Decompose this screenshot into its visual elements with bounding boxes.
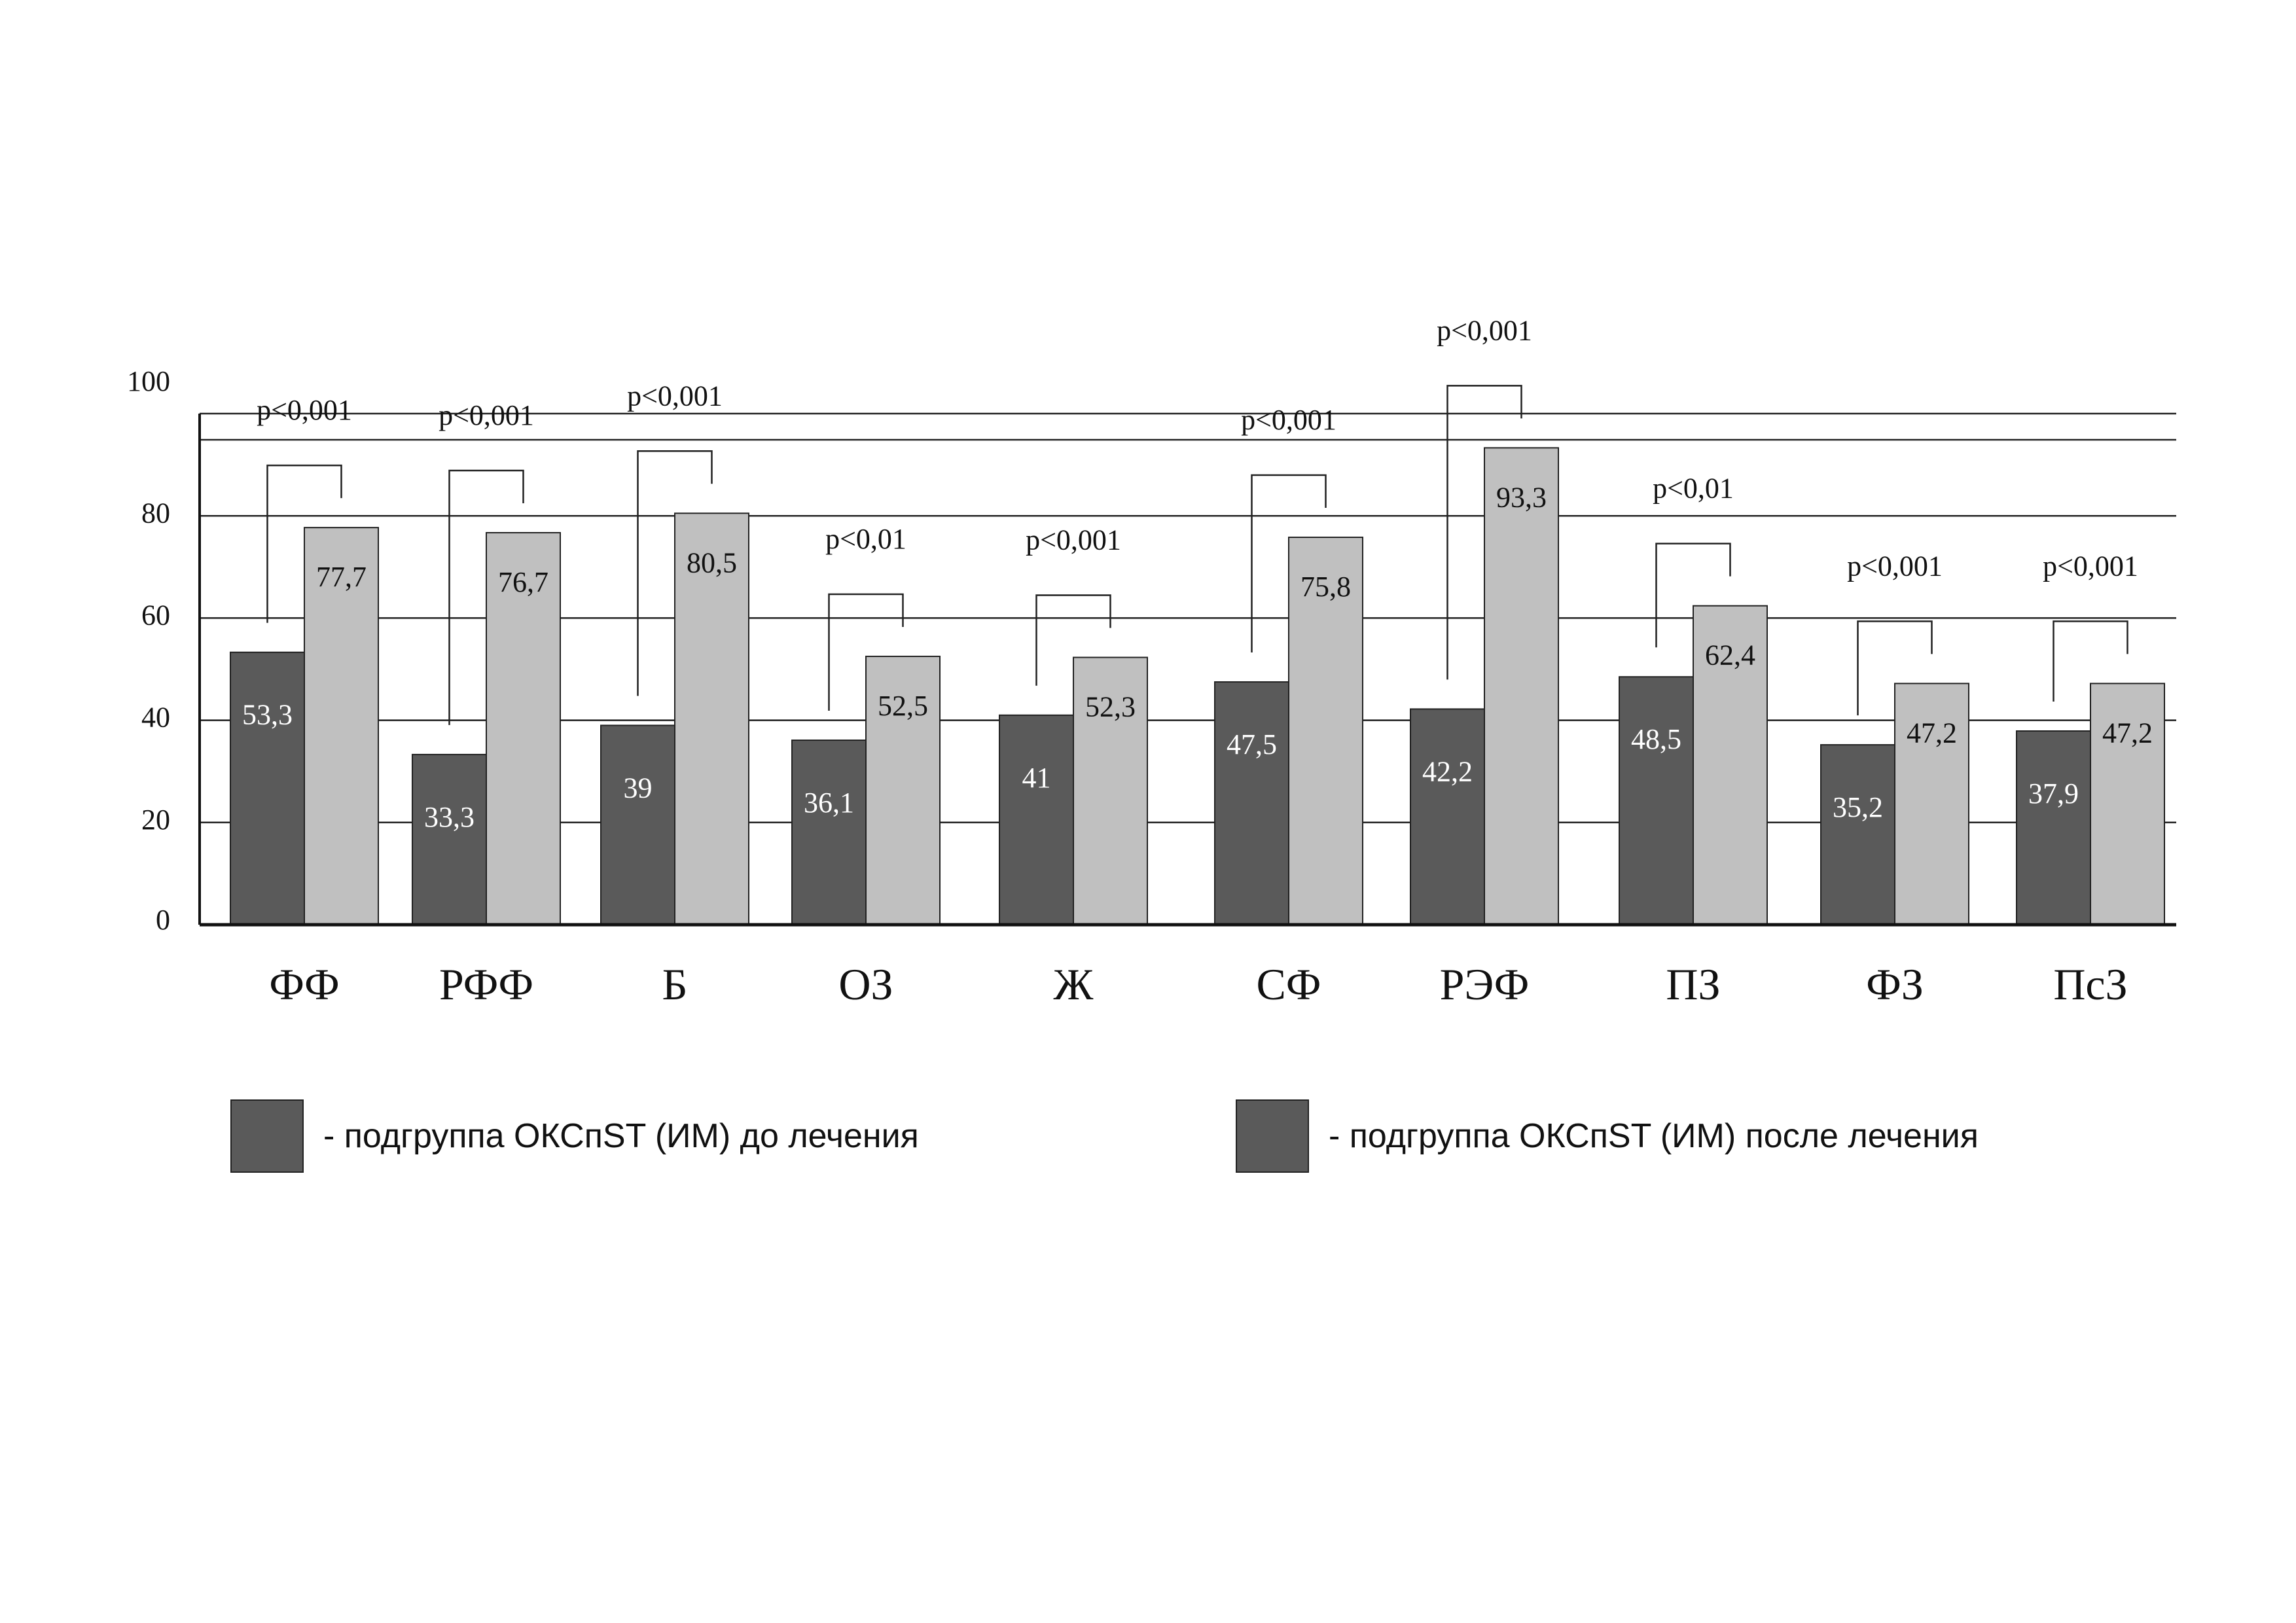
y-tick-label-100: 100 — [127, 365, 170, 397]
bar-before-1 — [412, 753, 487, 925]
category-label-5: СФ — [1256, 959, 1321, 1009]
legend-label-before: - подгруппа ОКСпST (ИМ) до лечения — [323, 1117, 919, 1155]
bar-before-2 — [600, 724, 675, 926]
category-label-0: ФФ — [269, 959, 339, 1009]
y-tick-label-80: 80 — [141, 497, 170, 529]
legend-swatch-before — [230, 1099, 304, 1173]
significance-bracket-9 — [2053, 620, 2128, 702]
p-value-label-9: p<0,001 — [2043, 550, 2138, 582]
legend-label-after: - подгруппа ОКСпST (ИМ) после лечения — [1329, 1117, 1979, 1155]
data-label-after-6: 93,3 — [1496, 481, 1547, 513]
bar-before-9 — [2016, 730, 2091, 925]
y-axis-ticks: 0 20 40 60 80 100 — [127, 365, 170, 936]
data-label-after-4: 52,3 — [1085, 691, 1136, 723]
significance-bracket-4 — [1035, 594, 1111, 686]
data-label-after-3: 52,5 — [878, 690, 928, 722]
p-value-label-2: p<0,001 — [627, 380, 723, 412]
significance-bracket-8 — [1857, 620, 1933, 716]
data-label-after-7: 62,4 — [1705, 639, 1755, 671]
significance-bracket-2 — [637, 450, 713, 696]
data-label-before-6: 42,2 — [1422, 755, 1473, 787]
p-value-label-3: p<0,01 — [825, 523, 906, 555]
p-value-label-4: p<0,001 — [1026, 524, 1121, 556]
p-value-label-6: p<0,001 — [1437, 314, 1532, 346]
bar-before-3 — [791, 740, 867, 925]
y-tick-label-0: 0 — [156, 904, 170, 936]
bar-after-7 — [1693, 605, 1768, 925]
category-label-6: РЭФ — [1440, 959, 1530, 1009]
bar-after-6 — [1484, 447, 1559, 925]
category-label-8: ФЗ — [1866, 959, 1924, 1009]
y-tick-label-60: 60 — [141, 599, 170, 631]
significance-bracket-3 — [828, 593, 904, 711]
data-label-after-0: 77,7 — [316, 561, 367, 593]
bar-after-5 — [1288, 537, 1363, 925]
data-label-before-5: 47,5 — [1227, 728, 1277, 760]
category-labels: ФФ РФФ Б ОЗ Ж СФ РЭФ ПЗ ФЗ ПсЗ — [269, 959, 2127, 1009]
data-label-after-8: 47,2 — [1907, 717, 1957, 749]
bars: 53,3 77,7 33,3 76,7 39 80,5 36,1 52,5 41 52,3 47,5… — [230, 447, 2165, 926]
significance-brackets: p<0,001 p<0,001 p<0,001 p<0,01 p<0,001 p<0,00… — [257, 314, 2138, 725]
bar-before-7 — [1619, 676, 1694, 925]
data-label-before-4: 41 — [1022, 762, 1051, 794]
data-label-before-9: 37,9 — [2028, 777, 2079, 810]
category-label-7: ПЗ — [1666, 959, 1720, 1009]
data-label-after-5: 75,8 — [1300, 571, 1351, 603]
y-tick-label-20: 20 — [141, 804, 170, 836]
significance-bracket-6 — [1446, 385, 1522, 680]
category-label-2: Б — [662, 959, 687, 1009]
bar-before-5 — [1214, 681, 1289, 926]
p-value-label-1: p<0,001 — [439, 399, 534, 431]
p-value-label-7: p<0,01 — [1653, 473, 1734, 505]
bar-before-0 — [230, 651, 305, 925]
data-label-before-2: 39 — [624, 772, 653, 804]
p-value-label-0: p<0,001 — [257, 394, 352, 426]
significance-bracket-0 — [266, 464, 342, 623]
category-label-9: ПсЗ — [2053, 959, 2127, 1009]
p-value-label-5: p<0,001 — [1241, 404, 1336, 436]
y-tick-label-40: 40 — [141, 702, 170, 734]
data-label-before-3: 36,1 — [804, 787, 854, 819]
bar-before-6 — [1410, 708, 1485, 925]
category-label-4: Ж — [1054, 959, 1094, 1009]
data-label-after-1: 76,7 — [498, 566, 548, 598]
category-label-1: РФФ — [439, 959, 533, 1009]
legend-swatch-after — [1236, 1099, 1309, 1173]
significance-bracket-5 — [1251, 474, 1327, 653]
legend-item-after: - подгруппа ОКСпST (ИМ) после лечения — [1236, 1099, 1979, 1173]
data-label-before-7: 48,5 — [1631, 723, 1681, 755]
bar-after-8 — [1894, 683, 1969, 926]
p-value-label-8: p<0,001 — [1847, 550, 1943, 582]
legend-item-before: - подгруппа ОКСпST (ИМ) до лечения — [230, 1099, 919, 1173]
bar-after-3 — [865, 655, 941, 925]
bar-after-1 — [486, 531, 561, 925]
bar-after-2 — [674, 512, 749, 925]
data-label-after-2: 80,5 — [687, 546, 737, 579]
data-label-after-9: 47,2 — [2102, 717, 2153, 749]
data-label-before-8: 35,2 — [1833, 791, 1883, 823]
axes — [198, 414, 2176, 927]
significance-bracket-1 — [448, 469, 524, 725]
data-label-before-1: 33,3 — [424, 801, 475, 833]
category-label-3: ОЗ — [838, 959, 893, 1009]
bar-before-4 — [999, 714, 1074, 926]
bar-before-8 — [1820, 744, 1895, 925]
data-label-before-0: 53,3 — [242, 699, 293, 731]
bar-after-4 — [1073, 656, 1148, 925]
significance-bracket-7 — [1655, 543, 1731, 648]
